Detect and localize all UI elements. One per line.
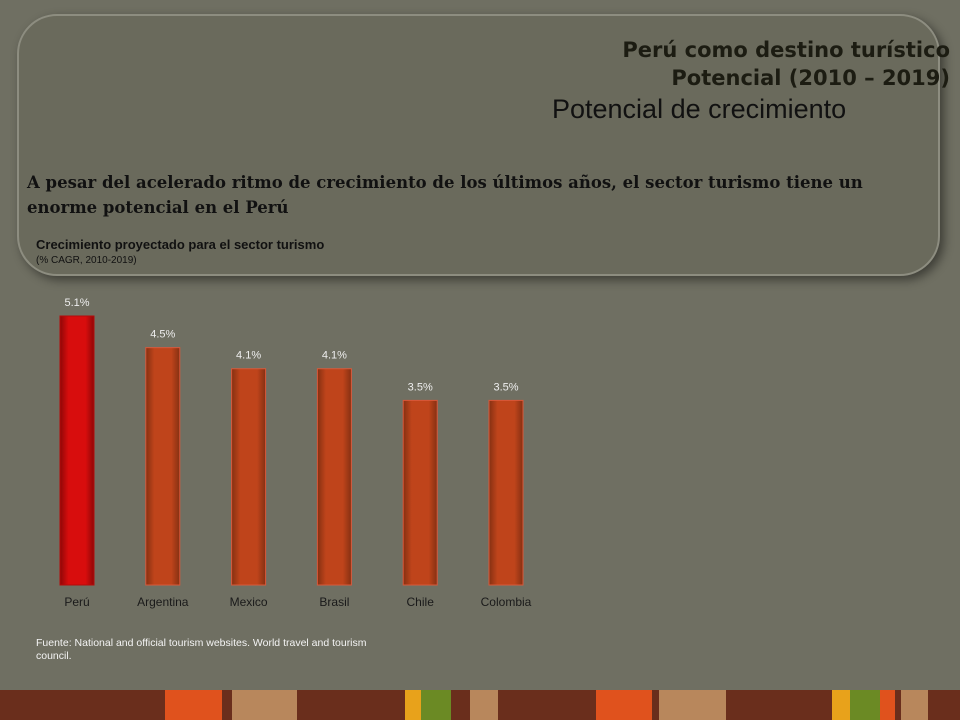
lead-text: A pesar del acelerado ritmo de crecimien… — [27, 173, 863, 217]
category-label: Argentina — [137, 595, 189, 609]
data-label: 4.1% — [236, 350, 261, 362]
footer-segment — [659, 690, 726, 720]
footer-segment — [451, 690, 470, 720]
bar-chile — [402, 399, 438, 586]
footer-segment — [0, 690, 165, 720]
category-label: Brasil — [319, 595, 349, 609]
footer-segment — [165, 690, 222, 720]
data-label: 3.5% — [493, 381, 518, 393]
source-note: Fuente: National and official tourism we… — [36, 637, 367, 662]
footer-segment — [596, 690, 652, 720]
footer-segment — [928, 690, 960, 720]
category-label: Mexico — [230, 595, 268, 609]
footer-segment — [405, 690, 421, 720]
footer-segment — [470, 690, 498, 720]
header-panel — [17, 14, 940, 276]
chart-title: Crecimiento proyectado para el sector tu… — [36, 237, 325, 252]
footer-segment — [232, 690, 297, 720]
category-label: Colombia — [481, 595, 532, 609]
footer-segment — [297, 690, 405, 720]
footer-segment — [726, 690, 832, 720]
slide-title-period: Potencial (2010 – 2019) — [671, 66, 950, 90]
footer-segment — [850, 690, 880, 720]
bar-brasil — [316, 368, 352, 586]
footer-segment — [832, 690, 850, 720]
data-label: 3.5% — [408, 381, 433, 393]
chart-subtitle: (% CAGR, 2010-2019) — [36, 255, 137, 266]
bar-per — [59, 315, 95, 586]
footer-segment — [880, 690, 895, 720]
category-label: Perú — [64, 595, 89, 609]
footer-segment — [895, 690, 901, 720]
data-label: 4.1% — [322, 350, 347, 362]
footer-segment — [498, 690, 596, 720]
footer-segment — [421, 690, 451, 720]
data-label: 5.1% — [64, 297, 89, 309]
footer-stripe — [0, 690, 960, 720]
category-label: Chile — [407, 595, 435, 609]
slide-subtitle: Potencial de crecimiento — [552, 94, 847, 124]
footer-segment — [901, 690, 928, 720]
bar-mexico — [231, 368, 267, 586]
footer-segment — [652, 690, 659, 720]
bar-colombia — [488, 399, 524, 586]
footer-segment — [222, 690, 232, 720]
slide-title: Perú como destino turístico — [622, 38, 950, 62]
data-label: 4.5% — [150, 329, 175, 341]
bar-argentina — [145, 347, 181, 586]
